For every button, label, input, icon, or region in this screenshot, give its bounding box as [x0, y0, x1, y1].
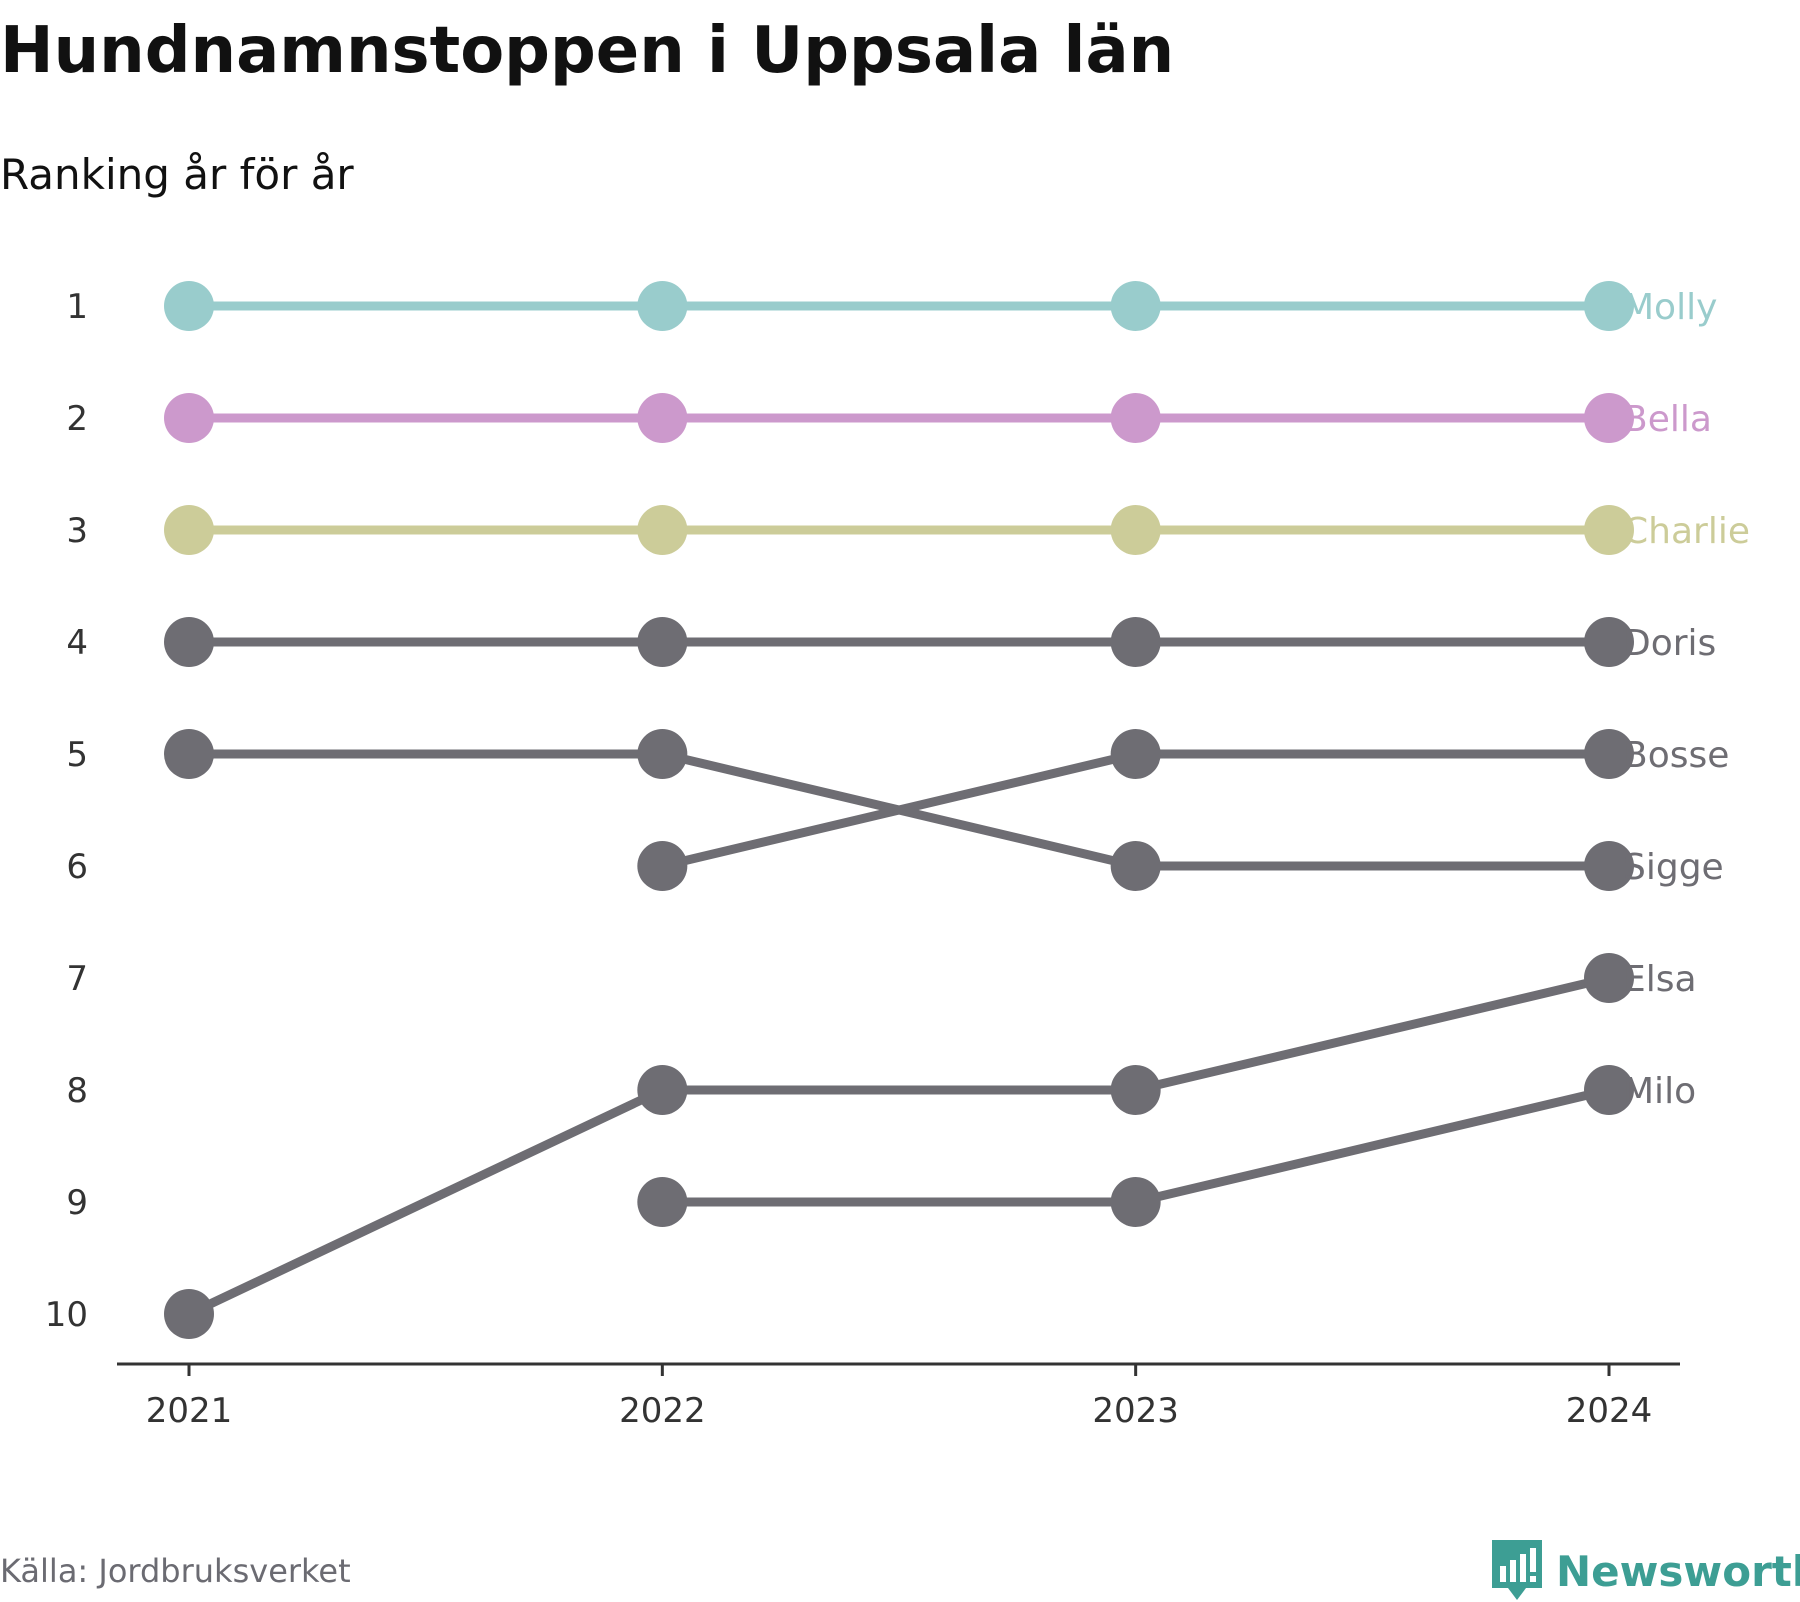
series-point-bosse — [1110, 729, 1161, 779]
y-tick-label: 1 — [66, 287, 88, 327]
series-label-molly: Molly — [1623, 287, 1717, 328]
series-point-bella — [637, 393, 688, 443]
series-point-molly — [1584, 281, 1634, 331]
series-point-milo — [1110, 1177, 1161, 1227]
series-point-bella — [1584, 393, 1634, 443]
series-point-sigge — [1584, 841, 1634, 891]
series-point-molly — [1110, 281, 1161, 331]
series-point-doris — [164, 617, 214, 667]
series-point-charlie — [164, 505, 214, 555]
series-label-milo: Milo — [1623, 1071, 1696, 1112]
x-tick-label: 2022 — [619, 1391, 706, 1431]
chart-title: Hundnamnstoppen i Uppsala län — [0, 14, 1175, 88]
series-label-charlie: Charlie — [1623, 511, 1750, 552]
series-label-sigge: Sigge — [1623, 847, 1724, 888]
series-point-molly — [164, 281, 214, 331]
series-line-elsa — [184, 973, 1614, 1319]
series-point-elsa — [637, 1065, 688, 1115]
series-point-bella — [1110, 393, 1161, 443]
series-point-doris — [1110, 617, 1161, 667]
series-label-elsa: Elsa — [1623, 959, 1697, 1000]
series-point-bella — [164, 393, 214, 443]
series-line-sigge — [184, 749, 1614, 871]
series-point-milo — [1584, 1065, 1634, 1115]
series-point-molly — [637, 281, 688, 331]
series-point-elsa — [164, 1289, 214, 1339]
series-point-charlie — [1110, 505, 1161, 555]
brand-logo: Newsworthy — [1492, 1540, 1800, 1602]
y-tick-label: 7 — [66, 959, 88, 999]
series-point-bosse — [1584, 729, 1634, 779]
source-note: Källa: Jordbruksverket — [0, 1552, 351, 1590]
series-point-doris — [1584, 617, 1634, 667]
series-label-bosse: Bosse — [1623, 735, 1729, 776]
series-point-doris — [637, 617, 688, 667]
series-point-sigge — [637, 729, 688, 779]
bump-chart: 1 2 3 4 5 6 7 8 9 10 2021 2022 2023 2024 Molly Bella Cha… — [45, 281, 1750, 1431]
series-point-bosse — [637, 841, 688, 891]
brand-name: Newsworthy — [1556, 1546, 1800, 1596]
y-tick-label: 4 — [66, 623, 88, 663]
y-tick-label: 5 — [66, 735, 88, 775]
series-point-milo — [637, 1177, 688, 1227]
x-tick-label: 2024 — [1566, 1391, 1653, 1431]
series-point-charlie — [637, 505, 688, 555]
newsworthy-logo-icon — [1492, 1540, 1542, 1600]
series-label-bella: Bella — [1623, 399, 1712, 440]
series-point-sigge — [164, 729, 214, 779]
series-point-elsa — [1584, 953, 1634, 1003]
series-label-doris: Doris — [1623, 623, 1716, 664]
chart-subtitle: Ranking år för år — [0, 150, 354, 199]
y-tick-label: 3 — [66, 511, 88, 551]
y-tick-label: 8 — [66, 1071, 88, 1111]
series-point-sigge — [1110, 841, 1161, 891]
series-point-elsa — [1110, 1065, 1161, 1115]
series-point-charlie — [1584, 505, 1634, 555]
x-tick-label: 2023 — [1092, 1391, 1179, 1431]
x-tick-label: 2021 — [146, 1391, 233, 1431]
y-tick-label: 2 — [66, 399, 88, 439]
y-tick-label: 9 — [66, 1183, 88, 1223]
y-tick-label: 6 — [66, 847, 88, 887]
y-tick-label: 10 — [45, 1295, 88, 1335]
